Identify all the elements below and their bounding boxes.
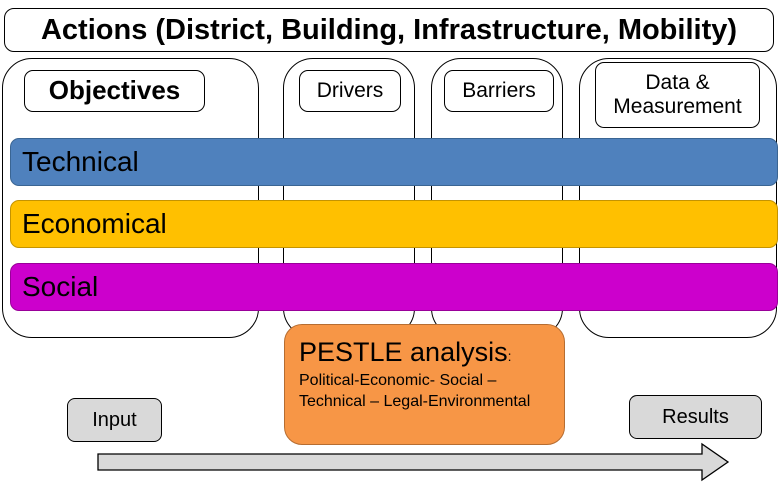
objectives-column: [2, 58, 259, 338]
pestle-description: Political-Economic- Social – Technical –…: [299, 372, 531, 410]
barriers-header: Barriers: [444, 70, 554, 112]
data-measurement-header: Data & Measurement: [595, 62, 760, 128]
economical-band: Economical: [10, 200, 778, 248]
flow-arrow-icon: [97, 442, 730, 482]
drivers-header: Drivers: [299, 70, 401, 112]
social-band: Social: [10, 263, 778, 311]
economical-label: Economical: [22, 208, 167, 239]
social-label: Social: [22, 271, 99, 302]
technical-band: Technical: [10, 138, 778, 186]
pestle-colon: :: [507, 348, 512, 364]
input-box: Input: [67, 398, 162, 442]
data-measurement-column: [579, 58, 777, 338]
pestle-title: PESTLE analysis: [299, 337, 508, 367]
technical-label: Technical: [22, 146, 139, 177]
pestle-heading: PESTLE analysis:: [299, 339, 564, 366]
objectives-header: Objectives: [24, 70, 205, 112]
results-box: Results: [629, 395, 762, 439]
pestle-box: PESTLE analysis: Political-Economic- Soc…: [284, 324, 565, 445]
actions-title: Actions (District, Building, Infrastruct…: [4, 8, 774, 52]
